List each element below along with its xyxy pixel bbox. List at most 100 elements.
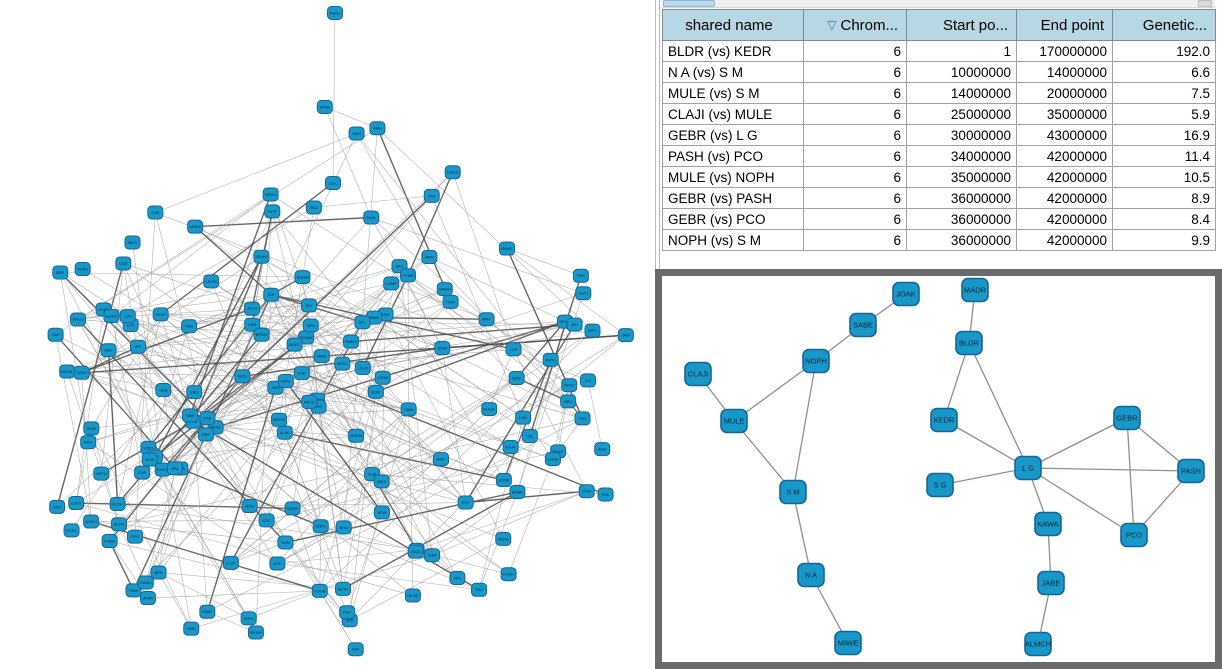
overview-node[interactable]: ARCL [334, 356, 351, 371]
overview-node[interactable]: EJOT [68, 496, 85, 511]
table-cell[interactable]: 10.5 [1112, 166, 1216, 188]
node-shape[interactable] [181, 319, 198, 334]
node-shape[interactable] [74, 262, 91, 277]
node-shape[interactable] [515, 410, 532, 425]
overview-node[interactable]: WITA [240, 611, 257, 626]
overview-node[interactable]: MJTA [335, 581, 352, 596]
overview-node[interactable]: IPK [130, 339, 147, 354]
overview-node[interactable]: KTSM [400, 268, 417, 283]
node-shape[interactable] [327, 6, 343, 20]
overview-node[interactable]: KHU [335, 520, 352, 535]
node-shape[interactable] [442, 294, 459, 309]
overview-node[interactable]: NUA [363, 210, 380, 225]
overview-node[interactable]: FACF [152, 307, 169, 322]
table-row[interactable]: PASH (vs) PCO 6 34000000 42000000 11.4 [662, 145, 1216, 167]
node-shape[interactable] [584, 323, 601, 338]
overview-node[interactable]: JKOA [407, 544, 424, 559]
network-edge[interactable] [1027, 467, 1192, 472]
table-cell[interactable]: 11.4 [1112, 145, 1216, 167]
overview-node[interactable]: TAJ [423, 188, 440, 203]
overview-node[interactable]: ALMJ [276, 425, 293, 440]
network-node-jabe[interactable]: JABE [1037, 570, 1065, 596]
table-row[interactable]: GEBR (vs) L G 6 30000000 43000000 16.9 [662, 124, 1216, 146]
node-shape[interactable] [300, 298, 317, 313]
overview-node[interactable]: IGUM [253, 249, 270, 264]
node-shape[interactable] [312, 519, 329, 534]
overview-node[interactable]: LEDB [374, 370, 391, 385]
node-shape[interactable] [115, 256, 132, 271]
overview-node[interactable]: OLOE [404, 588, 421, 603]
node-shape[interactable] [561, 378, 578, 393]
node-shape[interactable] [150, 565, 167, 580]
node-shape[interactable] [83, 514, 100, 529]
node-shape[interactable] [961, 277, 989, 303]
node-shape[interactable] [354, 360, 371, 375]
table-cell[interactable]: 6 [803, 145, 907, 167]
overview-node[interactable]: RMT [433, 452, 450, 467]
node-shape[interactable] [69, 312, 86, 327]
panel-splitter[interactable] [655, 0, 660, 269]
node-shape[interactable] [348, 428, 365, 443]
overview-node[interactable]: RNS [181, 319, 198, 334]
network-node-bldr[interactable]: BLDR [955, 330, 983, 356]
overview-node[interactable]: IJPH [302, 318, 319, 333]
node-shape[interactable] [802, 348, 830, 374]
overview-node[interactable]: RIC [300, 298, 317, 313]
table-cell[interactable]: 34000000 [906, 145, 1017, 167]
network-node-claji[interactable]: CLAJI [684, 361, 712, 387]
node-shape[interactable] [335, 520, 352, 535]
node-shape[interactable] [434, 341, 451, 356]
overview-node[interactable]: MNTI [124, 235, 141, 250]
table-row[interactable]: GEBR (vs) PASH 6 36000000 42000000 8.9 [662, 187, 1216, 209]
node-shape[interactable] [572, 268, 589, 283]
overview-node[interactable]: LFLO [354, 360, 371, 375]
node-shape[interactable] [203, 274, 220, 289]
network-node-n-a[interactable]: N A [797, 562, 825, 588]
network-node-joak[interactable]: JOAK [892, 281, 920, 307]
overview-node[interactable]: ITUD [442, 294, 459, 309]
overview-node[interactable]: RLFH [111, 517, 128, 532]
column-header-1[interactable]: ▽ Chrom... [803, 9, 907, 41]
node-shape[interactable] [222, 555, 239, 570]
node-shape[interactable] [508, 371, 525, 386]
node-shape[interactable] [134, 465, 151, 480]
table-cell[interactable]: 6 [803, 208, 907, 230]
overview-node[interactable]: SPNE [316, 99, 333, 114]
node-shape[interactable] [617, 328, 634, 343]
table-cell[interactable]: 6 [803, 166, 907, 188]
overview-node[interactable]: BSB [182, 408, 199, 423]
node-shape[interactable] [407, 544, 424, 559]
node-shape[interactable] [521, 428, 538, 443]
network-node-s-g[interactable]: S G [926, 472, 954, 498]
table-cell[interactable]: 8.4 [1112, 208, 1216, 230]
node-shape[interactable] [269, 556, 286, 571]
overview-node[interactable]: JWTU [542, 352, 559, 367]
node-shape[interactable] [363, 210, 380, 225]
overview-node[interactable]: IHJ [580, 373, 596, 388]
node-shape[interactable] [276, 425, 293, 440]
overview-node[interactable]: DDPL [312, 519, 329, 534]
table-cell[interactable]: MULE (vs) S M [662, 82, 804, 104]
table-cell[interactable]: 42000000 [1016, 229, 1113, 251]
overview-node[interactable]: TOSG [74, 262, 91, 277]
node-shape[interactable] [594, 442, 611, 457]
overview-node[interactable]: OUM [277, 535, 294, 550]
table-cell[interactable]: NOPH (vs) S M [662, 229, 804, 251]
node-shape[interactable] [286, 337, 303, 352]
network-node-kawa[interactable]: KAWA [1034, 511, 1062, 537]
node-shape[interactable] [302, 318, 319, 333]
table-cell[interactable]: BLDR (vs) KEDR [662, 40, 804, 62]
overview-node[interactable]: LOJ [119, 309, 136, 324]
table-cell[interactable]: 192.0 [1112, 40, 1216, 62]
overview-node[interactable]: TOEO [73, 365, 90, 380]
table-cell[interactable]: 8.9 [1112, 187, 1216, 209]
overview-node[interactable]: SKU [305, 200, 322, 215]
overview-node[interactable]: RRG [421, 250, 438, 265]
table-cell[interactable]: 6 [803, 82, 907, 104]
node-shape[interactable] [374, 370, 391, 385]
network-node-mule[interactable]: MULE [720, 408, 748, 434]
node-shape[interactable] [139, 591, 156, 606]
node-shape[interactable] [400, 268, 417, 283]
node-shape[interactable] [284, 501, 301, 516]
overview-node[interactable]: DKS [508, 371, 525, 386]
